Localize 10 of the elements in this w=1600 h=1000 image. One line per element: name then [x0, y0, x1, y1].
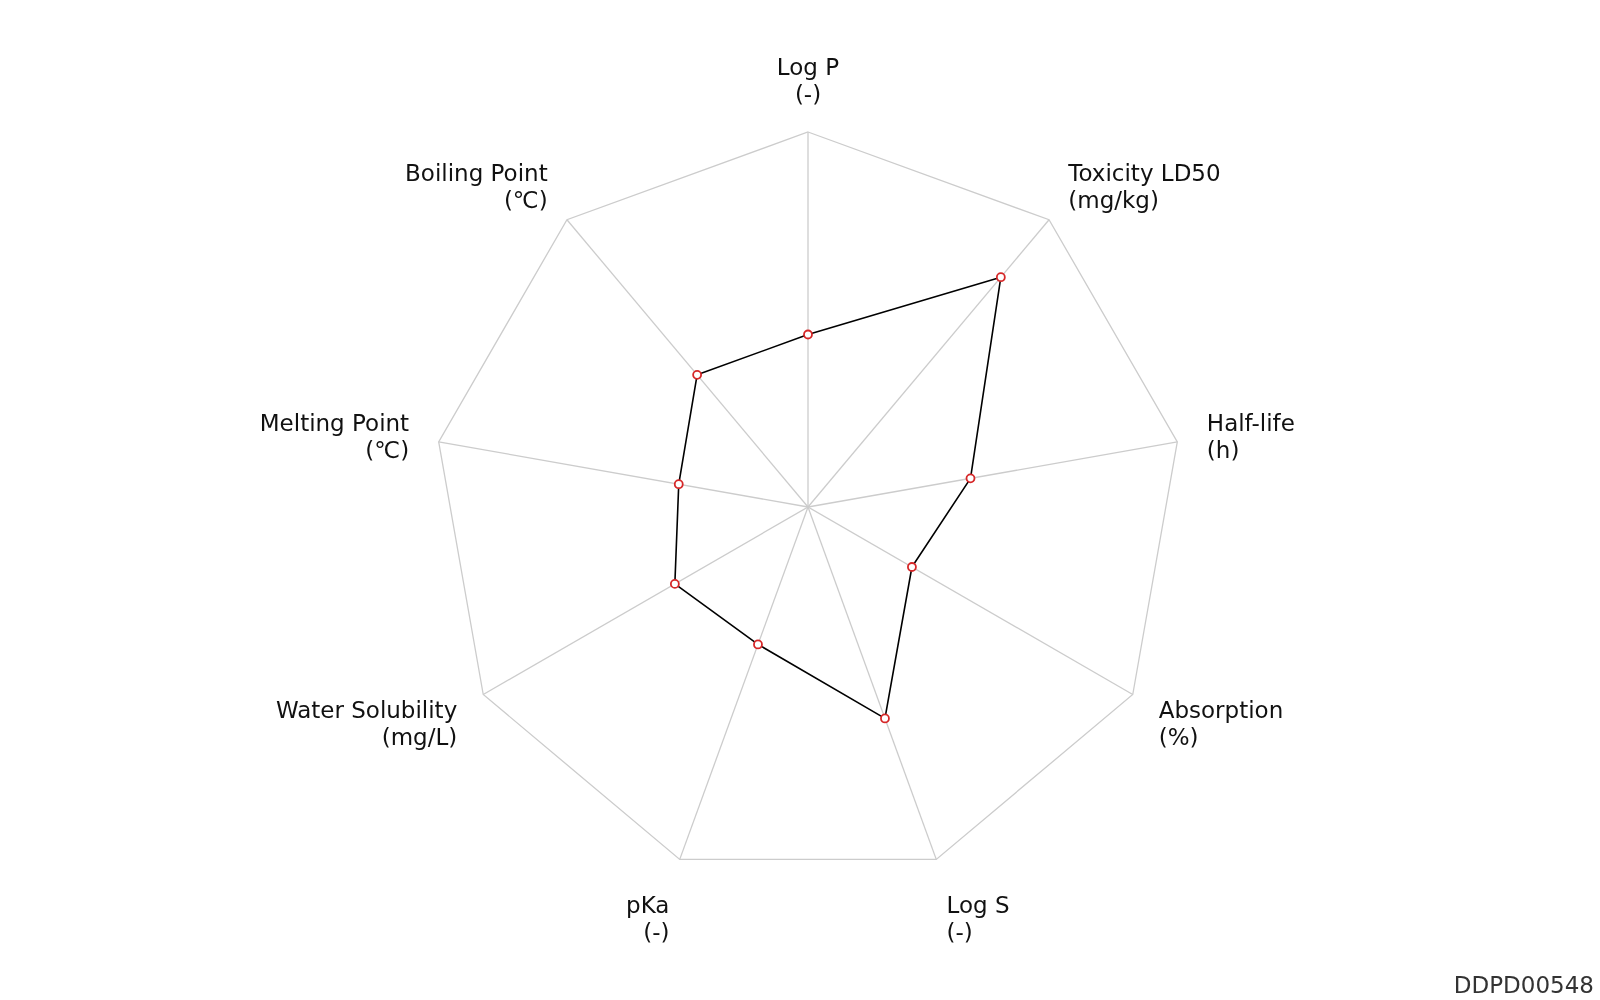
spoke-label: Melting Point (℃)	[259, 409, 410, 463]
spoke-label: Absorption (%)	[1158, 696, 1284, 750]
spoke-label: Water Solubility (mg/L)	[275, 696, 458, 750]
spoke-label: Boiling Point (℃)	[405, 159, 548, 213]
spoke-label: Toxicity LD50 (mg/kg)	[1067, 159, 1221, 213]
spoke-label: Log P (-)	[776, 54, 840, 107]
text: DDPD00548	[1453, 972, 1594, 998]
spoke-label: Half-life (h)	[1206, 409, 1295, 463]
spoke-label: Log S (-)	[946, 891, 1010, 945]
spoke-label: pKa (-)	[626, 891, 670, 945]
